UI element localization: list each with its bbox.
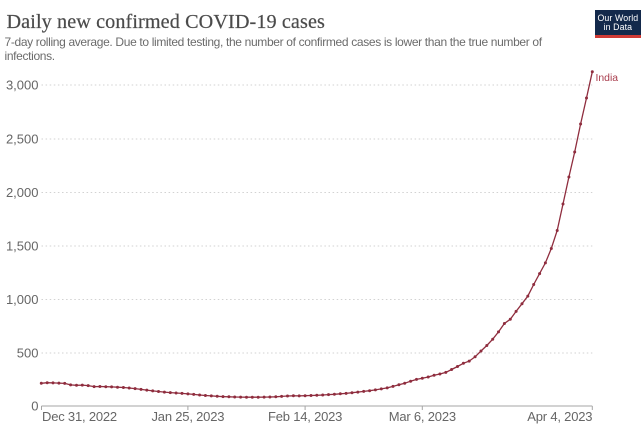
svg-text:Dec 31, 2022: Dec 31, 2022 [42,409,117,424]
svg-text:1,000: 1,000 [6,292,39,307]
svg-text:1,500: 1,500 [6,239,39,254]
svg-text:Apr 4, 2023: Apr 4, 2023 [527,409,592,424]
svg-text:Feb 14, 2023: Feb 14, 2023 [268,409,342,424]
svg-text:500: 500 [17,346,39,361]
svg-text:Mar 6, 2023: Mar 6, 2023 [389,409,456,424]
svg-text:Jan 25, 2023: Jan 25, 2023 [152,409,225,424]
svg-text:3,000: 3,000 [6,78,39,93]
svg-text:2,000: 2,000 [6,185,39,200]
svg-text:2,500: 2,500 [6,132,39,147]
svg-text:0: 0 [31,399,38,414]
